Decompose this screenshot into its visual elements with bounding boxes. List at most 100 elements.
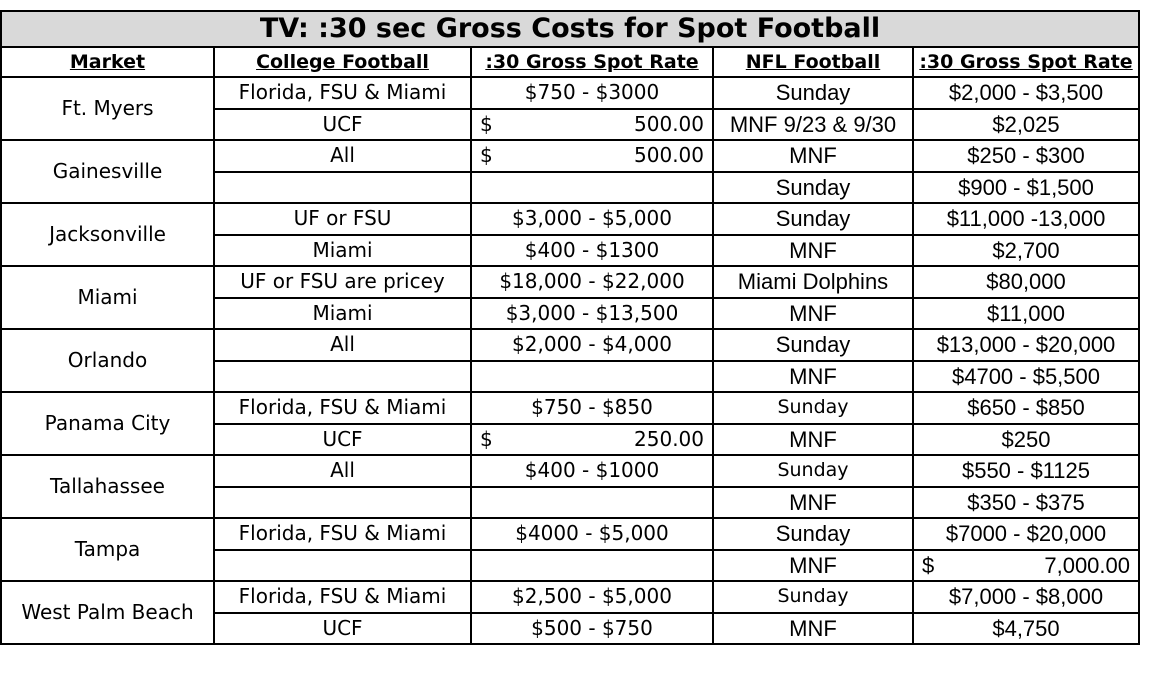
nfl-football-cell: Sunday (712, 580, 914, 614)
table-row: Miami UF or FSU are pricey $18,000 - $22,0… (0, 265, 1140, 330)
nfl-football-cell: Sunday (712, 517, 914, 551)
nfl-football-cell: Sunday (712, 202, 914, 236)
table-title: TV: :30 sec Gross Costs for Spot Footbal… (0, 10, 1140, 48)
nfl-rate-cell: $80,000 (912, 265, 1140, 299)
market-name: Panama City (0, 391, 215, 456)
amount: 250.00 (634, 426, 704, 451)
nfl-football-cell: Miami Dolphins (712, 265, 914, 299)
table-row: MNF $350 - $375 (1, 485, 1140, 519)
table-row: Miami $400 - $1300 MNF $2,700 (1, 233, 1140, 267)
college-rate-cell (470, 359, 714, 393)
nfl-rate-cell: $4700 - $5,500 (912, 359, 1140, 393)
college-rate-cell: $500.00 (470, 107, 714, 141)
college-rate-cell: $750 - $3000 (470, 76, 714, 110)
amount: 7,000.00 (1044, 552, 1130, 578)
nfl-football-cell: MNF (712, 422, 914, 456)
college-football-cell: Florida, FSU & Miami (213, 76, 472, 110)
nfl-rate-cell: $900 - $1,500 (912, 170, 1140, 204)
nfl-football-cell: Sunday (712, 170, 914, 204)
nfl-football-cell: Sunday (712, 328, 914, 362)
table-row: Sunday $900 - $1,500 (1, 170, 1140, 204)
currency-symbol: $ (480, 111, 493, 136)
currency-symbol: $ (922, 552, 935, 578)
college-football-cell: All (213, 454, 472, 488)
table-row: MNF $4700 - $5,500 (1, 359, 1140, 393)
table-row: Panama City Florida, FSU & Miami $750 - $8… (0, 391, 1140, 456)
nfl-rate-cell: $7,000.00 (912, 548, 1140, 582)
nfl-rate-cell: $11,000 -13,000 (912, 202, 1140, 236)
college-rate-cell: $400 - $1000 (470, 454, 714, 488)
market-name: West Palm Beach (0, 580, 215, 645)
header-college-rate: :30 Gross Spot Rate (470, 46, 714, 78)
nfl-rate-cell: $350 - $375 (912, 485, 1140, 519)
header-row: Market College Football :30 Gross Spot R… (0, 46, 1140, 78)
nfl-football-cell: MNF (712, 139, 914, 173)
spot-costs-table: TV: :30 sec Gross Costs for Spot Footbal… (0, 10, 1140, 645)
college-football-cell: All (213, 139, 472, 173)
table-row: Ft. Myers Florida, FSU & Miami $750 - $300… (0, 76, 1140, 141)
college-rate-cell: $500 - $750 (470, 611, 714, 645)
title-row: TV: :30 sec Gross Costs for Spot Footbal… (0, 10, 1140, 48)
nfl-football-cell: MNF (712, 548, 914, 582)
college-football-cell: UF or FSU (213, 202, 472, 236)
nfl-rate-cell: $250 (912, 422, 1140, 456)
college-rate-cell (470, 548, 714, 582)
table-row: Gainesville All $500.00 MNF $250 - $300 (0, 139, 1140, 204)
college-football-cell (213, 359, 472, 393)
college-football-cell: Miami (213, 296, 472, 330)
nfl-rate-cell: $7,000 - $8,000 (912, 580, 1140, 614)
college-rate-cell: $400 - $1300 (470, 233, 714, 267)
college-football-cell: UF or FSU are pricey (213, 265, 472, 299)
college-football-cell: Florida, FSU & Miami (213, 517, 472, 551)
spreadsheet: TV: :30 sec Gross Costs for Spot Footbal… (0, 10, 1140, 645)
college-football-cell (213, 170, 472, 204)
market-name: Jacksonville (0, 202, 215, 267)
nfl-football-cell: MNF (712, 485, 914, 519)
college-rate-cell (470, 170, 714, 204)
currency-symbol: $ (480, 143, 493, 168)
amount: 500.00 (634, 143, 704, 168)
nfl-rate-cell: $2,700 (912, 233, 1140, 267)
amount: 500.00 (634, 111, 704, 136)
table-row: Jacksonville UF or FSU $3,000 - $5,000 Sund… (0, 202, 1140, 267)
nfl-rate-cell: $250 - $300 (912, 139, 1140, 173)
table-row: Tallahassee All $400 - $1000 Sunday $550 - $… (0, 454, 1140, 519)
college-rate-cell: $18,000 - $22,000 (470, 265, 714, 299)
college-rate-cell: $750 - $850 (470, 391, 714, 425)
nfl-rate-cell: $650 - $850 (912, 391, 1140, 425)
market-name: Tampa (0, 517, 215, 582)
market-name: Ft. Myers (0, 76, 215, 141)
college-football-cell: UCF (213, 422, 472, 456)
college-rate-cell (470, 485, 714, 519)
college-football-cell: UCF (213, 611, 472, 645)
header-market: Market (0, 46, 215, 78)
nfl-football-cell: MNF (712, 611, 914, 645)
market-name: Orlando (0, 328, 215, 393)
currency-symbol: $ (480, 426, 493, 451)
college-rate-cell: $3,000 - $5,000 (470, 202, 714, 236)
college-rate-cell: $500.00 (470, 139, 714, 173)
college-rate-cell: $4000 - $5,000 (470, 517, 714, 551)
table-row: UCF $250.00 MNF $250 (1, 422, 1140, 456)
college-football-cell (213, 485, 472, 519)
nfl-rate-cell: $7000 - $20,000 (912, 517, 1140, 551)
college-football-cell (213, 548, 472, 582)
college-football-cell: Florida, FSU & Miami (213, 580, 472, 614)
nfl-football-cell: MNF (712, 233, 914, 267)
college-rate-cell: $2,500 - $5,000 (470, 580, 714, 614)
college-rate-cell: $2,000 - $4,000 (470, 328, 714, 362)
market-name: Miami (0, 265, 215, 330)
market-name: Tallahassee (0, 454, 215, 519)
college-football-cell: Miami (213, 233, 472, 267)
nfl-rate-cell: $550 - $1125 (912, 454, 1140, 488)
college-rate-cell: $250.00 (470, 422, 714, 456)
nfl-rate-cell: $2,000 - $3,500 (912, 76, 1140, 110)
nfl-rate-cell: $11,000 (912, 296, 1140, 330)
nfl-rate-cell: $13,000 - $20,000 (912, 328, 1140, 362)
nfl-football-cell: MNF (712, 296, 914, 330)
table-row: West Palm Beach Florida, FSU & Miami $2,50… (0, 580, 1140, 645)
nfl-rate-cell: $4,750 (912, 611, 1140, 645)
college-football-cell: All (213, 328, 472, 362)
nfl-football-cell: Sunday (712, 76, 914, 110)
table-row: Orlando All $2,000 - $4,000 Sunday $13,000 -… (0, 328, 1140, 393)
